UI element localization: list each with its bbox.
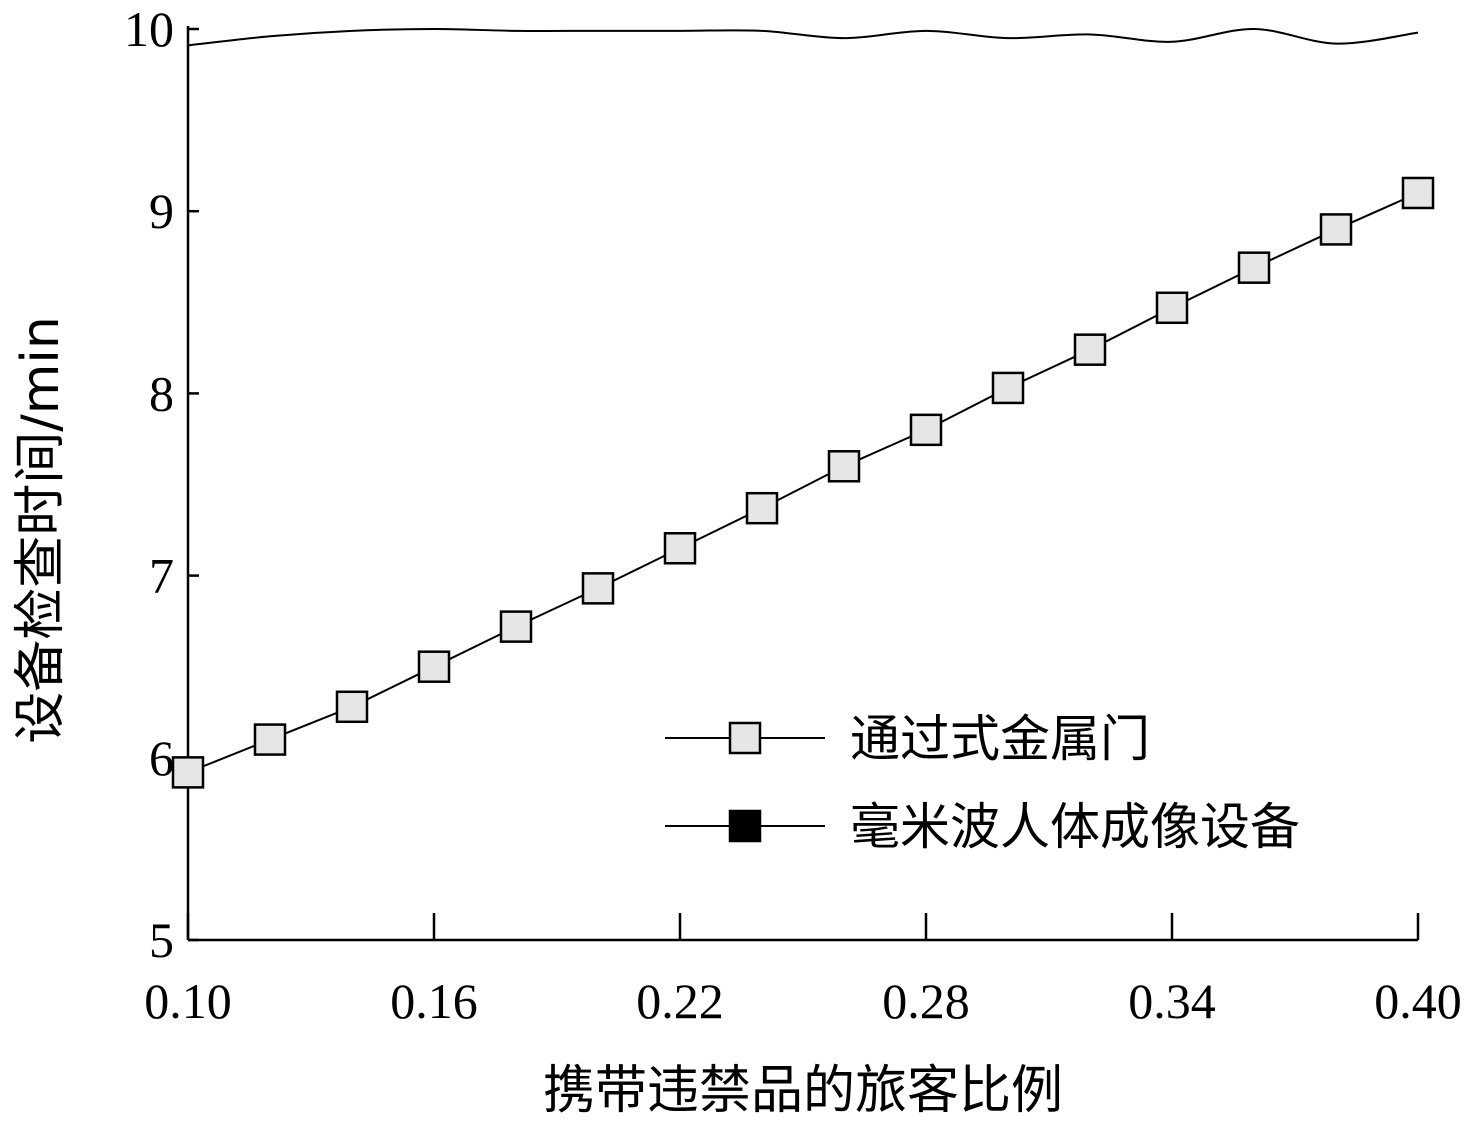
- y-tick-label: 10: [124, 1, 174, 57]
- data-point-metal-gate: [909, 413, 943, 447]
- y-tick-label: 8: [149, 365, 174, 421]
- x-tick-label: 0.22: [636, 973, 724, 1029]
- data-point-metal-gate: [253, 723, 287, 756]
- y-tick-label: 9: [149, 183, 174, 239]
- data-point-metal-gate: [1319, 213, 1353, 246]
- series-line-metal-gate: [187, 192, 1419, 774]
- data-point-metal-gate: [171, 756, 205, 789]
- data-point-metal-gate: [417, 650, 451, 683]
- y-tick-label: 5: [149, 912, 174, 968]
- y-axis-title: 设备检查时间/min: [11, 316, 71, 744]
- x-tick-label: 0.16: [390, 973, 478, 1029]
- x-tick-label: 0.34: [1128, 973, 1216, 1029]
- data-point-metal-gate: [1155, 291, 1189, 325]
- data-point-metal-gate: [1401, 176, 1435, 210]
- data-point-metal-gate: [991, 371, 1025, 405]
- data-point-metal-gate: [1073, 333, 1107, 366]
- x-tick-label: 0.40: [1374, 973, 1462, 1029]
- legend-label-mmwave: 毫米波人体成像设备: [850, 798, 1300, 856]
- x-tick-label: 0.28: [882, 973, 970, 1029]
- x-tick-label: 0.10: [144, 973, 232, 1029]
- data-point-metal-gate: [335, 690, 369, 724]
- data-point-metal-gate: [745, 491, 779, 525]
- y-tick-label: 6: [149, 730, 174, 786]
- data-point-metal-gate: [499, 610, 533, 643]
- data-point-metal-gate: [663, 532, 697, 565]
- series-layer: [171, 27, 1435, 789]
- data-point-metal-gate: [1237, 251, 1271, 284]
- legend-marker-metal-gate: [728, 721, 762, 755]
- y-tick-label: 7: [149, 548, 174, 604]
- data-point-metal-gate: [581, 572, 615, 605]
- data-point-metal-gate: [827, 450, 861, 483]
- x-axis-title: 携带违禁品的旅客比例: [543, 1061, 1063, 1121]
- ticks: 5 6 7 8 9 10 0.10 0.16 0.22 0.28 0.34 0.40: [124, 1, 1462, 1029]
- series-line-mmwave: [187, 27, 1419, 47]
- legend-label-metal-gate: 通过式金属门: [850, 710, 1150, 768]
- legend-marker-mmwave: [728, 809, 762, 843]
